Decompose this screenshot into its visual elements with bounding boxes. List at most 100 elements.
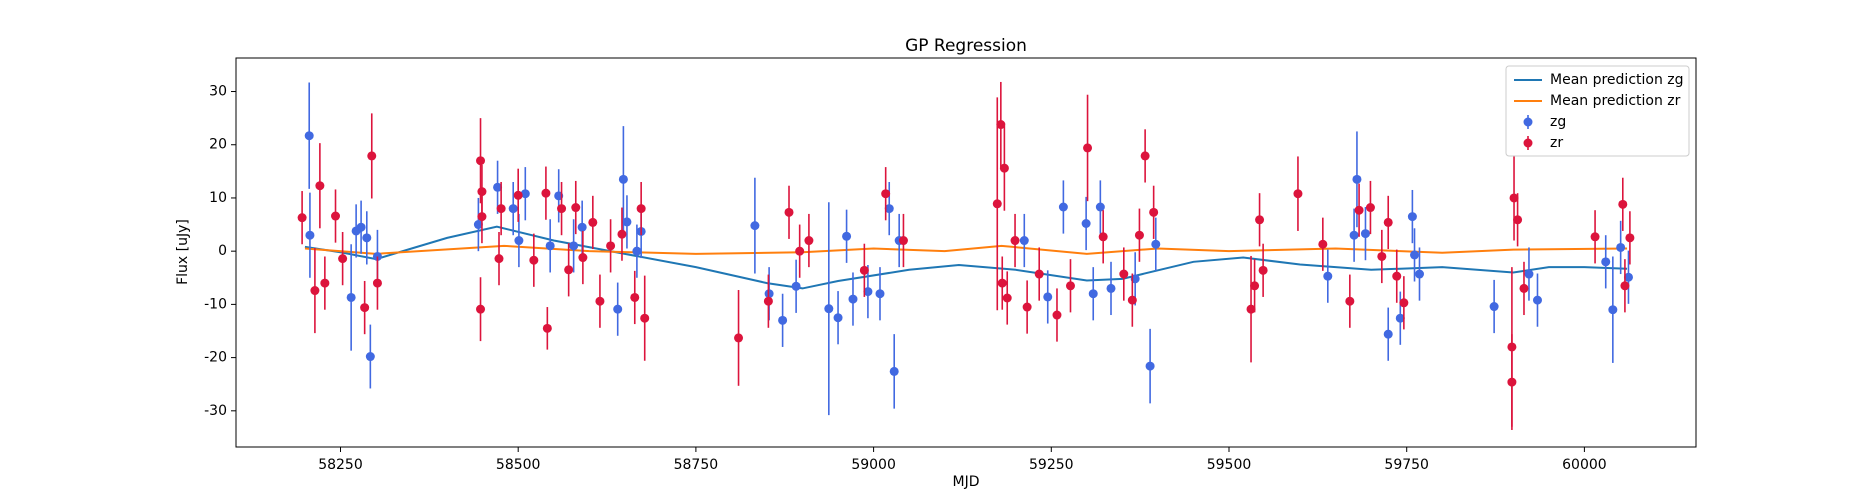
x-tick-label: 59000 — [851, 457, 896, 473]
y-tick-label: -20 — [204, 350, 227, 366]
legend-label: zr — [1550, 135, 1563, 151]
point — [577, 222, 587, 232]
point — [618, 174, 628, 184]
point — [1043, 292, 1053, 302]
point — [1507, 377, 1517, 387]
x-axis-label: MJD — [953, 474, 980, 490]
x-tick-label: 60000 — [1562, 457, 1607, 473]
point — [360, 303, 370, 313]
point — [571, 203, 581, 213]
point — [778, 315, 788, 325]
x-tick-label: 59250 — [1029, 457, 1074, 473]
point — [640, 313, 650, 323]
legend-marker — [1523, 117, 1533, 127]
point — [824, 304, 834, 314]
point — [1323, 271, 1333, 281]
point — [1002, 293, 1012, 303]
point — [763, 296, 773, 306]
point — [338, 254, 348, 264]
point — [310, 286, 320, 296]
x-tick-label: 59750 — [1384, 457, 1429, 473]
point — [473, 220, 483, 230]
point — [1318, 239, 1328, 249]
point — [1608, 305, 1618, 315]
point — [496, 204, 506, 214]
point — [569, 241, 579, 251]
point — [545, 241, 555, 251]
point — [859, 265, 869, 275]
point — [1293, 189, 1303, 199]
legend-marker — [1523, 138, 1533, 148]
point — [1519, 283, 1529, 293]
point — [1149, 207, 1159, 217]
y-tick-label: 0 — [218, 243, 227, 259]
point — [476, 156, 486, 166]
point — [1134, 230, 1144, 240]
point — [320, 278, 330, 288]
point — [588, 217, 598, 227]
point — [1106, 283, 1116, 293]
point — [1616, 242, 1626, 252]
point — [1255, 215, 1265, 225]
legend-label: Mean prediction zr — [1550, 93, 1681, 109]
point — [1414, 269, 1424, 279]
y-tick-label: -30 — [204, 403, 227, 419]
x-tick-label: 58500 — [496, 457, 541, 473]
y-tick-label: 20 — [209, 137, 227, 153]
point — [617, 229, 627, 239]
point — [372, 278, 382, 288]
point — [1601, 257, 1611, 267]
point — [833, 313, 843, 323]
point — [1623, 272, 1633, 282]
point — [1022, 302, 1032, 312]
point — [784, 207, 794, 217]
point — [1395, 313, 1405, 323]
point — [304, 131, 314, 141]
point — [630, 292, 640, 302]
point — [881, 189, 891, 199]
point — [1145, 361, 1155, 371]
point — [1407, 212, 1417, 222]
point — [1058, 202, 1068, 212]
point — [1532, 295, 1542, 305]
legend-label: zg — [1550, 114, 1566, 130]
mean-line — [304, 225, 1628, 290]
point — [514, 236, 524, 246]
point — [999, 163, 1009, 173]
point — [1590, 232, 1600, 242]
point — [1345, 296, 1355, 306]
y-tick-label: -10 — [204, 296, 227, 312]
point — [1360, 229, 1370, 239]
point — [1034, 269, 1044, 279]
point — [513, 190, 523, 200]
point — [875, 289, 885, 299]
point — [297, 213, 307, 223]
point — [848, 294, 858, 304]
point — [791, 281, 801, 291]
point — [315, 181, 325, 191]
point — [1399, 298, 1409, 308]
point — [476, 304, 486, 314]
point — [1095, 202, 1105, 212]
point — [1620, 281, 1630, 291]
point — [564, 265, 574, 275]
point — [804, 236, 814, 246]
point — [1010, 236, 1020, 246]
point — [346, 292, 356, 302]
point — [1065, 281, 1075, 291]
point — [1509, 193, 1519, 203]
y-axis-label: Flux [uJy] — [175, 219, 191, 285]
point — [1081, 218, 1091, 228]
x-tick-label: 58750 — [674, 457, 719, 473]
x-tick-label: 59500 — [1207, 457, 1252, 473]
point — [1489, 302, 1499, 312]
point — [1383, 329, 1393, 339]
point — [1140, 151, 1150, 161]
point — [595, 296, 605, 306]
point — [1258, 265, 1268, 275]
point — [606, 241, 616, 251]
y-tick-label: 10 — [209, 190, 227, 206]
point — [1524, 269, 1534, 279]
point — [578, 253, 588, 263]
